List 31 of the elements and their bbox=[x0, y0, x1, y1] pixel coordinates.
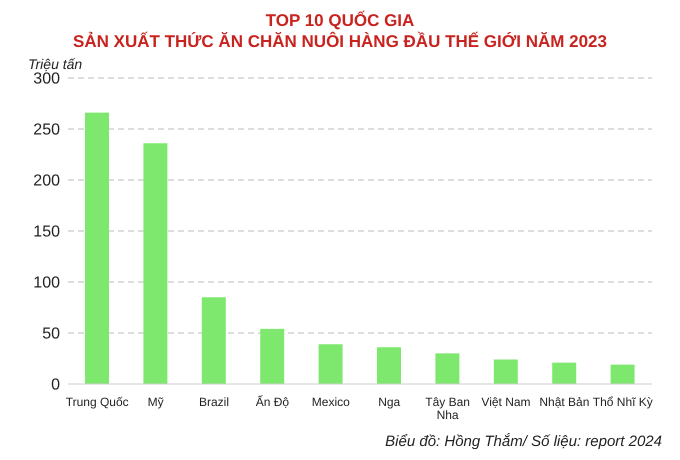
y-tick-label: 300 bbox=[33, 70, 60, 88]
x-tick-label: Việt Nam bbox=[481, 395, 531, 409]
y-tick-label: 50 bbox=[42, 326, 60, 343]
chart-subtitle: SẢN XUẤT THỨC ĂN CHĂN NUÔI HÀNG ĐẦU THẾ GIỚI NĂM 2023 bbox=[72, 31, 608, 52]
y-tick-label: 100 bbox=[33, 274, 60, 292]
bar bbox=[552, 362, 576, 384]
x-tick-label: Mexico bbox=[312, 395, 350, 409]
bar bbox=[143, 143, 168, 384]
x-tick-label: Trung Quốc bbox=[66, 395, 129, 409]
x-tick-label: Ấn Độ bbox=[256, 395, 290, 409]
bar bbox=[202, 297, 226, 384]
x-tick-label: Mỹ bbox=[148, 395, 164, 409]
text: Biểu đồ: Hồng Thắm/ Số liệu: report 2024 bbox=[385, 433, 662, 450]
y-axis-title: Triệu tấn bbox=[28, 56, 82, 72]
x-tick-label: Thổ Nhĩ Kỳ bbox=[592, 395, 653, 409]
bar bbox=[610, 364, 635, 384]
y-tick-label: 150 bbox=[33, 224, 60, 241]
y-tick-label: 200 bbox=[33, 172, 60, 190]
bar bbox=[494, 360, 518, 384]
bar bbox=[435, 353, 460, 384]
bar bbox=[377, 347, 401, 384]
chart-title: TOP 10 QUỐC GIA bbox=[264, 10, 416, 31]
y-tick-label: 0 bbox=[51, 376, 60, 394]
x-tick-label: Tây Ban Nha bbox=[425, 395, 470, 422]
bar bbox=[318, 344, 343, 384]
x-tick-label: Nhật Bản bbox=[539, 395, 590, 409]
x-tick-label: Brazil bbox=[198, 395, 230, 409]
bar bbox=[85, 112, 109, 384]
y-tick-label: 250 bbox=[33, 122, 60, 139]
bar bbox=[260, 328, 284, 384]
x-tick-label: Nga bbox=[378, 395, 401, 409]
